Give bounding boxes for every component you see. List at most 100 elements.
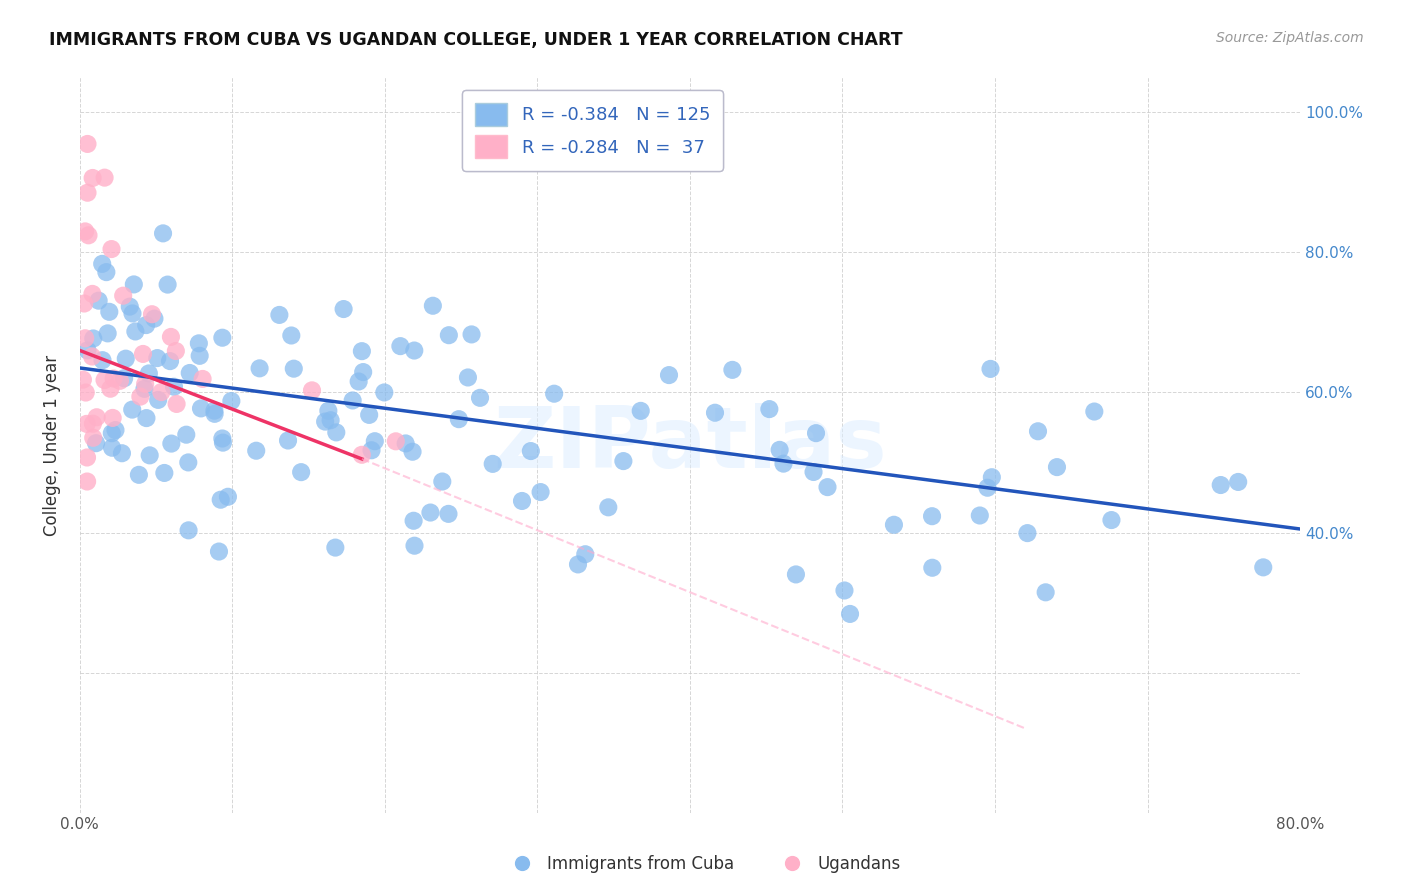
Point — [1083, 404, 1105, 418]
Point — [179, 366, 201, 380]
Point — [91, 353, 114, 368]
Point — [177, 455, 200, 469]
Point — [249, 361, 271, 376]
Point — [80, 350, 103, 364]
Point — [350, 344, 373, 359]
Point — [76, 417, 98, 431]
Point — [658, 368, 681, 383]
Point — [301, 384, 323, 398]
Point — [883, 517, 905, 532]
Point — [97, 326, 120, 341]
Point — [87, 293, 110, 308]
Point — [422, 299, 444, 313]
Legend: R = -0.384   N = 125, R = -0.284   N =  37: R = -0.384 N = 125, R = -0.284 N = 37 — [463, 90, 723, 171]
Point — [141, 307, 163, 321]
Point — [191, 372, 214, 386]
Point — [152, 227, 174, 241]
Point — [364, 434, 387, 449]
Point — [100, 382, 122, 396]
Point — [630, 404, 652, 418]
Point — [280, 328, 302, 343]
Point — [75, 224, 97, 238]
Point — [1046, 460, 1069, 475]
Point — [143, 311, 166, 326]
Point — [112, 288, 135, 302]
Point — [1209, 478, 1232, 492]
Point — [82, 431, 104, 445]
Point — [245, 443, 267, 458]
Point — [77, 228, 100, 243]
Point — [204, 407, 226, 421]
Point — [118, 300, 141, 314]
Point — [803, 465, 825, 479]
Point — [360, 443, 382, 458]
Point — [612, 454, 634, 468]
Point — [82, 171, 104, 186]
Point — [100, 242, 122, 256]
Point — [150, 385, 173, 400]
Point — [190, 401, 212, 416]
Point — [73, 296, 96, 310]
Point — [128, 467, 150, 482]
Point — [135, 411, 157, 425]
Point — [543, 386, 565, 401]
Point — [1251, 560, 1274, 574]
Point — [1017, 526, 1039, 541]
Point — [437, 507, 460, 521]
Point — [101, 441, 124, 455]
Point — [1026, 424, 1049, 438]
Point — [319, 413, 342, 427]
Point — [82, 286, 104, 301]
Point — [704, 406, 727, 420]
Point — [447, 412, 470, 426]
Point — [108, 374, 131, 388]
Point — [76, 186, 98, 200]
Point — [432, 475, 454, 489]
Point — [969, 508, 991, 523]
Point — [84, 436, 107, 450]
Point — [211, 331, 233, 345]
Point — [529, 485, 551, 500]
Point — [921, 560, 943, 574]
Point — [101, 411, 124, 425]
Point — [277, 434, 299, 448]
Point — [93, 373, 115, 387]
Point — [342, 393, 364, 408]
Point — [86, 410, 108, 425]
Point — [721, 363, 744, 377]
Point — [146, 351, 169, 365]
Point — [817, 480, 839, 494]
Point — [332, 301, 354, 316]
Point — [404, 539, 426, 553]
Point — [72, 373, 94, 387]
Point — [76, 475, 98, 489]
Point — [1101, 513, 1123, 527]
Point — [1227, 475, 1250, 489]
Point — [598, 500, 620, 515]
Point — [98, 305, 121, 319]
Point — [122, 277, 145, 292]
Point — [103, 371, 125, 385]
Point — [468, 391, 491, 405]
Point — [82, 417, 104, 431]
Point — [91, 257, 114, 271]
Point — [520, 444, 543, 458]
Point — [76, 450, 98, 465]
Point — [347, 375, 370, 389]
Point — [134, 382, 156, 396]
Point — [404, 343, 426, 358]
Point — [104, 423, 127, 437]
Point — [785, 567, 807, 582]
Point — [209, 492, 232, 507]
Point — [96, 265, 118, 279]
Point — [75, 331, 97, 345]
Point — [93, 170, 115, 185]
Point — [401, 444, 423, 458]
Point — [138, 367, 160, 381]
Point — [177, 524, 200, 538]
Point — [314, 415, 336, 429]
Point — [187, 336, 209, 351]
Point — [211, 432, 233, 446]
Point — [359, 408, 381, 422]
Point — [160, 436, 183, 450]
